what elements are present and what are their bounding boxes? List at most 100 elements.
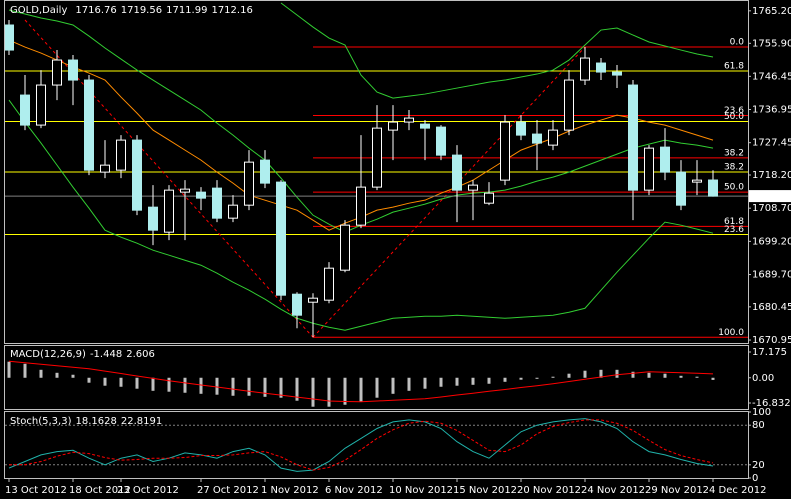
macd-bar <box>23 363 27 378</box>
macd-value: -1.448 <box>90 349 122 360</box>
macd-bar <box>567 373 571 378</box>
macd-bar <box>519 377 523 380</box>
fib-label: 100.0 <box>718 328 744 338</box>
fib-label: 23.6 <box>724 225 744 235</box>
stoch-panel-frame <box>4 411 749 479</box>
candle-body <box>404 117 414 123</box>
macd-bar <box>215 377 219 395</box>
candle-body <box>68 59 78 81</box>
indicator-line <box>8 99 714 331</box>
stoch-main-value: 18.1628 <box>75 416 116 427</box>
y-tick-label: 1708.70 <box>752 203 791 214</box>
candle-body <box>692 179 702 183</box>
last-price-box <box>749 190 791 203</box>
macd-bar <box>407 377 411 391</box>
indicator-line <box>280 2 714 99</box>
macd-bar <box>535 377 539 379</box>
macd-bar <box>343 377 347 405</box>
y-tick-label: 1680.45 <box>752 302 791 313</box>
last-price-label: 1712.16 <box>752 191 791 202</box>
candle-body <box>484 192 494 204</box>
macd-bar <box>87 377 91 383</box>
candle-body <box>84 79 94 171</box>
candle-body <box>420 123 430 129</box>
macd-bar <box>231 377 235 396</box>
candle-body <box>612 71 622 76</box>
y-tick-label: 17.175 <box>752 347 787 358</box>
y-tick-label: 80 <box>752 420 765 431</box>
symbol: GOLD,Daily <box>10 5 67 16</box>
candle-body <box>452 154 462 191</box>
fib-label: 50.0 <box>724 183 744 193</box>
macd-bar <box>583 370 587 378</box>
y-tick-label: 1699.20 <box>752 236 791 247</box>
candle-body <box>116 139 126 171</box>
stoch-title: Stoch(5,3,3) 18.1628 22.8191 <box>10 416 162 427</box>
macd-title: MACD(12,26,9) -1.448 2.606 <box>10 349 155 360</box>
macd-bar <box>423 377 427 389</box>
macd-bar <box>71 374 75 378</box>
candle-body <box>324 267 334 301</box>
candle-body <box>516 121 526 136</box>
candle-body <box>340 224 350 271</box>
macd-bar <box>247 377 251 396</box>
fib-label: 0.0 <box>730 38 745 48</box>
fib-label: 38.2 <box>724 148 744 158</box>
y-tick-label: 1765.20 <box>752 6 791 17</box>
x-tick-label: 18 Oct 2012 <box>69 485 131 496</box>
macd-bar <box>487 377 491 384</box>
signal-value: 2.606 <box>126 349 155 360</box>
x-tick-label: 29 Nov 2012 <box>645 485 709 496</box>
x-tick-label: 6 Nov 2012 <box>325 485 383 496</box>
x-tick-label: 15 Nov 2012 <box>453 485 517 496</box>
fib-label: 50.0 <box>724 112 744 122</box>
macd-bar <box>471 377 475 385</box>
x-tick-label: 24 Nov 2012 <box>581 485 645 496</box>
candle-body <box>372 127 382 188</box>
y-tick-label: 1746.45 <box>752 71 791 82</box>
fib-label: 61.8 <box>724 217 744 227</box>
macd-bar <box>167 377 171 392</box>
candle-body <box>628 84 638 191</box>
fib-label: 38.2 <box>724 163 744 173</box>
close: 1712.16 <box>211 5 252 16</box>
candle-body <box>100 164 110 173</box>
candle-body <box>436 126 446 156</box>
macd-bar <box>39 369 43 378</box>
macd-bar <box>503 377 507 382</box>
candle-body <box>132 139 142 211</box>
candle-body <box>580 57 590 81</box>
y-tick-label: 1755.90 <box>752 38 791 49</box>
macd-bar <box>311 377 315 407</box>
macd-bar <box>375 377 379 398</box>
macd-bar <box>615 369 619 378</box>
candle-body <box>196 191 206 199</box>
y-tick-label: -16.832 <box>752 398 791 409</box>
candle-body <box>532 133 542 144</box>
main-plot <box>5 2 748 338</box>
signal-line <box>8 360 714 403</box>
macd-bar <box>135 377 139 389</box>
candle-body <box>244 161 254 206</box>
macd-bar <box>279 377 283 398</box>
open: 1716.76 <box>75 5 116 16</box>
candle-body <box>292 293 302 316</box>
high: 1719.56 <box>121 5 162 16</box>
y-tick-label: 100 <box>752 407 771 418</box>
macd-bar <box>391 377 395 394</box>
y-tick-label: 1718.20 <box>752 170 791 181</box>
x-tick-label: 23 Oct 2012 <box>117 485 179 496</box>
x-tick-label: 4 Dec 2012 <box>709 485 767 496</box>
candle-body <box>468 184 478 191</box>
macd-bar <box>647 372 651 378</box>
stoch-name: Stoch(5,3,3) <box>10 416 72 427</box>
candle-body <box>356 186 366 226</box>
macd-bar <box>103 377 107 386</box>
macd-bar <box>679 375 683 378</box>
macd-bar <box>55 372 59 378</box>
candle-body <box>388 121 398 131</box>
macd-bar <box>711 377 715 380</box>
candle-body <box>676 171 686 206</box>
